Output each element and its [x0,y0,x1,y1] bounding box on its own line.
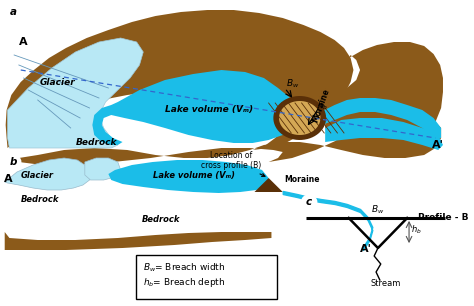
Polygon shape [255,178,283,192]
Polygon shape [320,98,441,138]
Text: Bedrock: Bedrock [141,215,180,224]
Text: A: A [19,37,27,47]
Polygon shape [279,101,320,135]
Polygon shape [109,160,269,193]
Polygon shape [8,118,441,165]
Text: c: c [306,197,312,207]
Text: Lake volume (Vₘ): Lake volume (Vₘ) [165,105,253,114]
Text: b: b [9,157,17,167]
Text: Moraine: Moraine [311,88,332,124]
Text: Glacier: Glacier [21,171,54,180]
Text: Stream: Stream [370,279,401,288]
Polygon shape [6,10,354,150]
Text: $h_b$: $h_b$ [317,99,328,111]
Polygon shape [325,118,443,150]
Text: Bedrock: Bedrock [21,195,59,204]
Text: $h_b$= Breach depth: $h_b$= Breach depth [143,276,226,289]
Text: $B_w$= Breach width: $B_w$= Breach width [143,261,226,274]
Ellipse shape [301,195,317,209]
Polygon shape [92,70,297,145]
Text: $h_b$: $h_b$ [411,223,422,236]
Polygon shape [85,158,121,180]
Ellipse shape [6,155,21,169]
Text: $B_w$: $B_w$ [285,77,299,89]
Ellipse shape [6,5,21,19]
Text: Profile - B: Profile - B [419,213,469,222]
Text: A: A [4,174,12,184]
FancyBboxPatch shape [136,255,277,299]
Polygon shape [5,158,90,190]
Polygon shape [325,42,443,148]
Text: Bedrock: Bedrock [75,138,117,147]
Text: Location of
cross profile (B): Location of cross profile (B) [201,151,265,176]
Polygon shape [273,96,326,140]
Polygon shape [5,210,272,250]
Text: A': A' [432,140,444,150]
Text: $B_w$: $B_w$ [371,203,384,215]
Text: A': A' [360,244,372,254]
Text: Glacier: Glacier [40,78,75,87]
Text: Moraine: Moraine [285,175,320,184]
Text: Lake volume (Vₘ): Lake volume (Vₘ) [153,171,235,180]
Polygon shape [8,38,143,148]
Text: a: a [9,7,17,17]
